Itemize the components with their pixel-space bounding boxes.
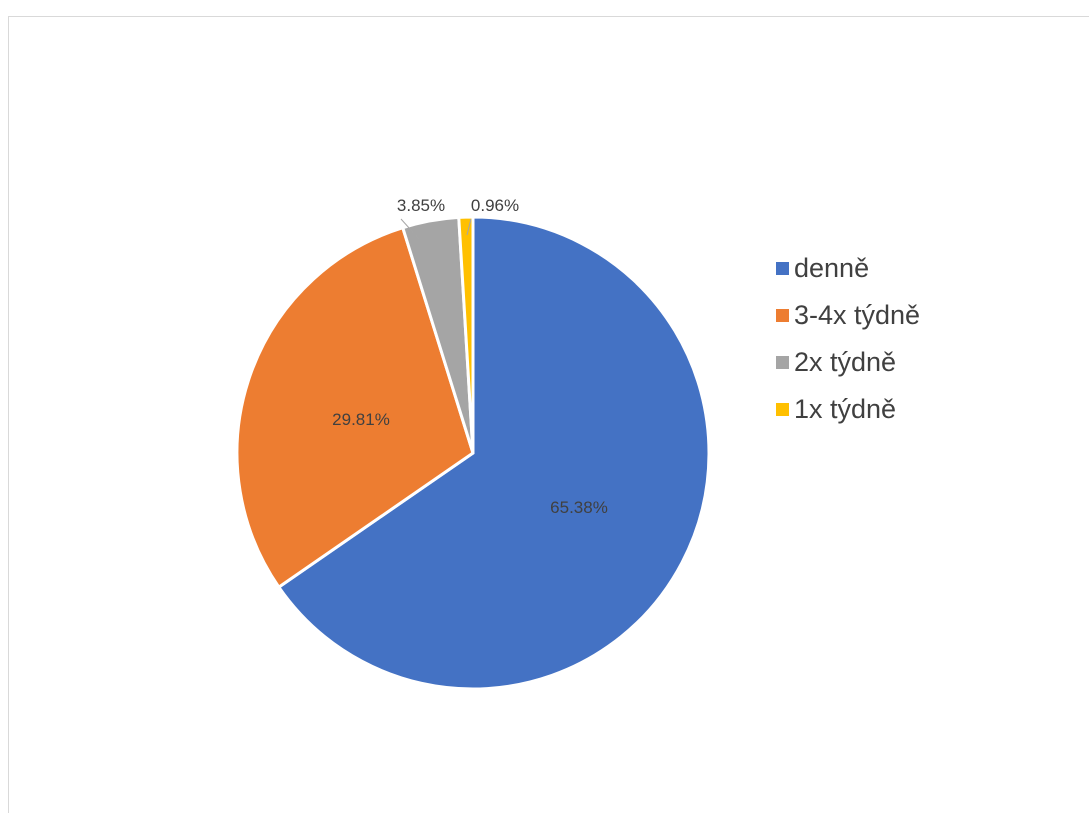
- legend-item-1: 3-4x týdně: [776, 292, 920, 339]
- pie-slice-1: [235, 226, 475, 589]
- data-label-1: 29.81%: [332, 410, 390, 429]
- legend-label-1: 3-4x týdně: [794, 300, 921, 330]
- legend-label-0: denně: [794, 253, 870, 283]
- chart-area: 65.38% 29.81% 3.85% 0.96%: [8, 16, 1089, 813]
- legend-item-3: 1x týdně: [776, 386, 920, 433]
- leader-line-3: [466, 218, 472, 236]
- legend-swatch-3: [776, 403, 789, 416]
- data-labels: 65.38% 29.81% 3.85% 0.96%: [332, 196, 608, 517]
- legend-swatch-0: [776, 262, 789, 275]
- pie-slices: [235, 215, 711, 691]
- legend-label-3: 1x týdně: [794, 394, 897, 424]
- data-label-0: 65.38%: [550, 498, 608, 517]
- legend: denně 3-4x týdně 2x týdně 1x týdně: [776, 245, 920, 433]
- pie-slice-0: [277, 215, 711, 691]
- legend-label-2: 2x týdně: [794, 347, 897, 377]
- legend-swatch-2: [776, 356, 789, 369]
- legend-item-2: 2x týdně: [776, 339, 920, 386]
- data-label-2: 3.85%: [397, 196, 445, 215]
- data-label-3: 0.96%: [471, 196, 519, 215]
- legend-item-0: denně: [776, 245, 920, 292]
- pie-slice-3: [457, 215, 475, 455]
- legend-swatch-1: [776, 309, 789, 322]
- pie-chart: 65.38% 29.81% 3.85% 0.96%: [235, 196, 711, 691]
- leader-lines: [400, 218, 472, 240]
- leader-line-2: [400, 218, 420, 240]
